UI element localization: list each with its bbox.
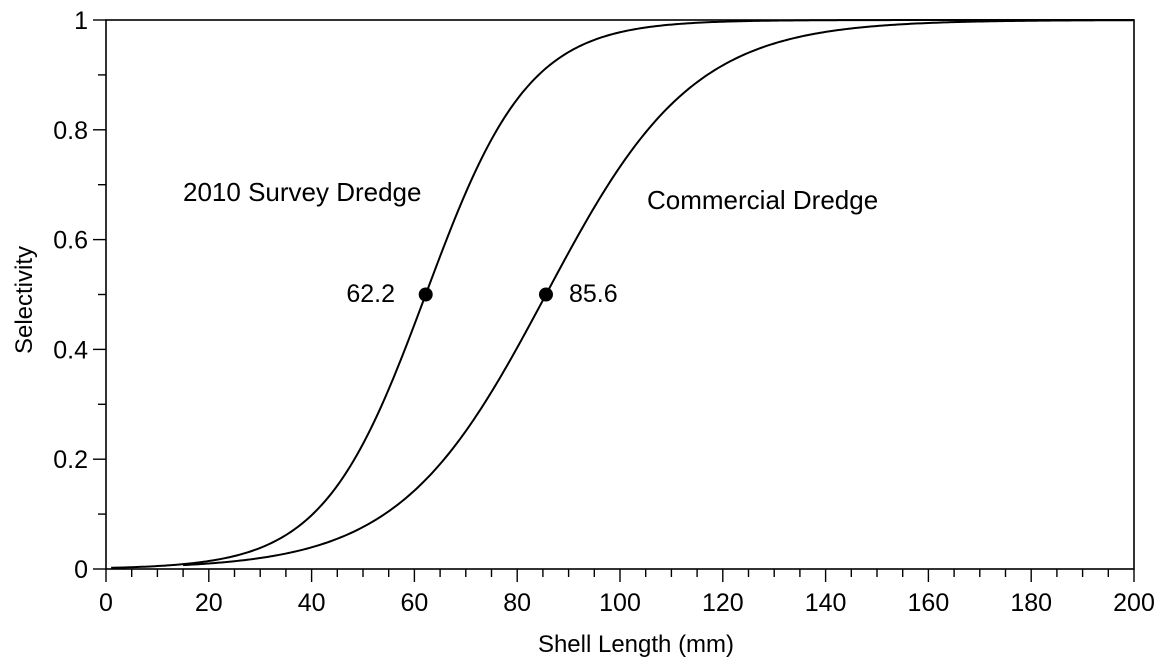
commercial-dredge-label: Commercial Dredge bbox=[647, 185, 878, 215]
x-tick-label: 0 bbox=[99, 589, 113, 617]
x-tick-label: 60 bbox=[400, 589, 428, 617]
axes-layer: 0 20 40 60 80 100 120 140 160 180 200 0 0.2 0.4 0.6 0.8… bbox=[53, 7, 1155, 617]
y-axis-label: Selectivity bbox=[11, 246, 38, 354]
survey-dredge-label: 2010 Survey Dredge bbox=[183, 177, 421, 207]
y-tick-label: 0.4 bbox=[53, 336, 88, 364]
y-tick-label: 0.8 bbox=[53, 117, 88, 145]
labels-layer: Shell Length (mm) Selectivity 2010 Surve… bbox=[11, 177, 878, 658]
y-tick-label: 1 bbox=[74, 7, 88, 35]
x-tick-label: 200 bbox=[1113, 589, 1155, 617]
x-tick-label: 100 bbox=[599, 589, 641, 617]
curves-layer bbox=[111, 19, 1135, 569]
y-tick-label: 0.6 bbox=[53, 227, 88, 255]
y-tick-label: 0.2 bbox=[53, 446, 88, 474]
commercial-dredge-midpoint-label: 85.6 bbox=[569, 280, 618, 308]
x-tick-label: 160 bbox=[908, 589, 950, 617]
x-tick-label: 80 bbox=[503, 589, 531, 617]
y-tick-label: 0 bbox=[74, 556, 88, 584]
x-tick-label: 20 bbox=[195, 589, 223, 617]
survey-dredge-midpoint-label: 62.2 bbox=[346, 280, 395, 308]
x-axis-label: Shell Length (mm) bbox=[538, 631, 734, 658]
commercial-dredge-midpoint bbox=[538, 287, 553, 302]
plot-frame bbox=[105, 19, 1135, 570]
x-tick-label: 180 bbox=[1010, 589, 1052, 617]
x-tick-label: 140 bbox=[805, 589, 847, 617]
survey-dredge-midpoint bbox=[418, 287, 433, 302]
survey-dredge-curve bbox=[111, 19, 1134, 569]
x-tick-label: 40 bbox=[298, 589, 326, 617]
commercial-dredge-curve bbox=[183, 19, 1135, 567]
x-tick-label: 120 bbox=[702, 589, 744, 617]
